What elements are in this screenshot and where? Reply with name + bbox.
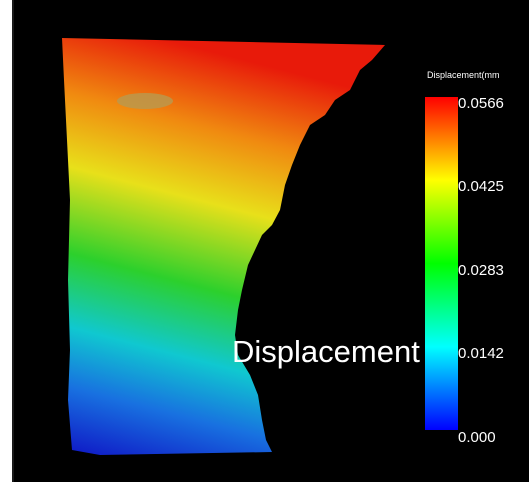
tick-label: 0.0566: [458, 95, 504, 112]
tick-label: 0.0283: [458, 262, 504, 279]
tick-label: 0.000: [458, 429, 496, 446]
overlay-label: Displacement: [232, 334, 420, 369]
artifact: [117, 93, 173, 109]
colorbar-title: Displacement(mm: [427, 70, 500, 80]
colorbar: [425, 97, 458, 430]
viewer: Displacement(mm 0.0566 0.0425 0.0283 0.0…: [0, 0, 529, 488]
tick-label: 0.0142: [458, 345, 504, 362]
tick-label: 0.0425: [458, 178, 504, 195]
